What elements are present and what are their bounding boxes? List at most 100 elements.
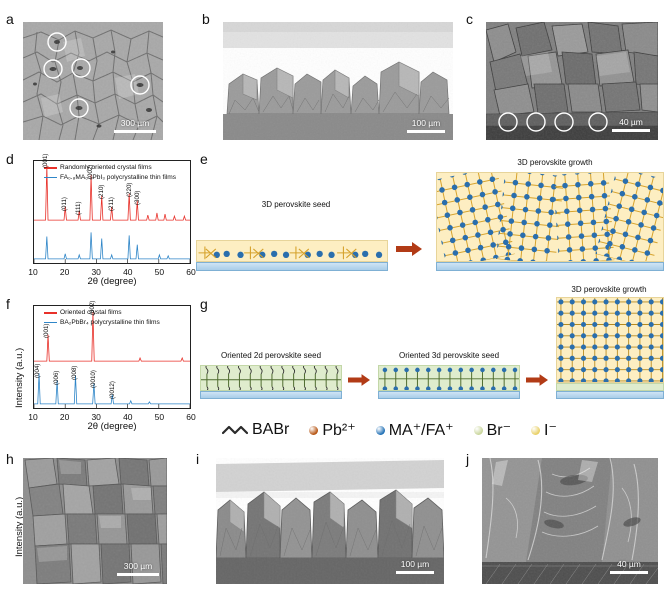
schematic-e-growth-substrate xyxy=(436,262,664,271)
peak-label: (006) xyxy=(52,370,60,385)
x-axis-tick: 10 xyxy=(28,267,38,277)
sem-image-a: 300 µm xyxy=(23,22,163,140)
peak-label: (220) xyxy=(125,182,133,198)
species-legend-item: I⁻ xyxy=(531,420,557,440)
peak-label: (002) xyxy=(87,164,95,179)
schematic-g-stage1-film xyxy=(200,365,342,391)
scalebar-h-line xyxy=(117,573,159,576)
species-legend: BABr Pb²⁺ MA⁺/FA⁺ Br⁻ I⁻ xyxy=(222,420,577,440)
legend-label: BA₂PbBr₄ polycrystalline thin films xyxy=(60,318,160,326)
schematic-e-arrow xyxy=(396,242,422,261)
schematic-g-stage1-title: Oriented 2d perovskite seed xyxy=(220,351,322,360)
scalebar-h: 300 µm xyxy=(117,560,159,576)
schematic-g-stage3-title: 3D perovskite growth xyxy=(571,285,647,294)
x-axis-tick: 10 xyxy=(28,412,38,422)
scalebar-b-line xyxy=(407,130,445,133)
panel-label-b: b xyxy=(202,11,210,27)
peak-label: (210) xyxy=(97,184,105,200)
chart-f-xlabel: 2θ (degree) xyxy=(87,421,137,432)
species-legend-label: BABr xyxy=(252,421,290,438)
xrd-chart-d: Intensity (a.u.) Randomly oriented cryst… xyxy=(0,150,200,408)
sem-image-c: 40 µm xyxy=(486,22,658,140)
scalebar-i-text: 100 µm xyxy=(400,558,430,569)
legend-entry: Randomly oriented crystal films xyxy=(44,163,176,173)
species-legend-label: Pb²⁺ xyxy=(322,422,356,439)
scalebar-b-text: 100 µm xyxy=(411,117,441,128)
sphere-icon xyxy=(375,425,385,435)
schematic-g-stage3-film xyxy=(556,297,664,383)
species-legend-item: Pb²⁺ xyxy=(309,420,356,440)
panel-label-a: a xyxy=(6,11,14,27)
peak-label: (001) xyxy=(43,323,51,339)
schematic-e-seed-title: 3D perovskite seed xyxy=(261,200,331,209)
schematic-g-stage2-title: Oriented 3d perovskite seed xyxy=(398,351,500,360)
species-legend-item: MA⁺/FA⁺ xyxy=(375,420,454,440)
schematic-g-stage1-substrate xyxy=(200,391,342,399)
schematic-e-growth-film xyxy=(436,172,664,262)
sem-image-b: 100 µm xyxy=(223,22,453,140)
scalebar-c-text: 40 µm xyxy=(619,116,643,127)
peak-label: (011) xyxy=(60,196,68,211)
panel-label-e: e xyxy=(200,151,208,167)
legend-color-swatch xyxy=(44,321,57,324)
species-legend-label: Br⁻ xyxy=(486,422,512,439)
schematic-g-stage3-substrate xyxy=(556,391,664,399)
sem-image-i: 100 µm xyxy=(216,458,444,584)
scalebar-a: 300 µm xyxy=(114,117,156,133)
schematic-e-growth-title: 3D perovskite growth xyxy=(517,158,593,167)
chart-d-xlabel: 2θ (degree) xyxy=(87,276,137,287)
panel-label-f: f xyxy=(6,296,10,312)
sem-image-j: 40 µm xyxy=(482,458,658,584)
x-axis-tick: 60 xyxy=(186,412,196,422)
scalebar-i: 100 µm xyxy=(396,558,434,574)
panel-label-g: g xyxy=(200,296,208,312)
chart-f-legend: Oriented crystal films BA₂PbBr₄ polycryst… xyxy=(44,308,160,327)
chart-f-plot-area xyxy=(33,305,191,409)
scalebar-i-line xyxy=(396,571,434,574)
scalebar-a-line xyxy=(114,130,156,133)
x-axis-tick: 60 xyxy=(186,267,196,277)
xrd-chart-f: Intensity (a.u.) Oriented crystal films B… xyxy=(0,295,200,557)
x-axis-tick: 40 xyxy=(123,412,133,422)
schematic-g-stage2-film xyxy=(378,365,520,391)
scalebar-j-text: 40 µm xyxy=(617,558,641,569)
legend-entry: BA₂PbBr₄ polycrystalline thin films xyxy=(44,318,160,328)
sphere-icon xyxy=(309,425,319,435)
species-legend-item: BABr xyxy=(222,421,289,439)
panel-label-h: h xyxy=(6,451,14,467)
schematic-g-stage2-substrate xyxy=(378,391,520,399)
peak-label: (001) xyxy=(42,153,50,169)
schematic-g: Oriented 2d perovskite seed Oriented 3d … xyxy=(196,285,664,415)
legend-color-swatch xyxy=(44,311,57,314)
legend-entry: FA₀.₈MA₀.₂PbI₃ polycrystalline thin film… xyxy=(44,173,176,183)
peak-label: (211) xyxy=(107,196,115,211)
chart-d-plot-area xyxy=(33,160,191,264)
panel-label-c: c xyxy=(466,11,473,27)
x-axis-tick: 30 xyxy=(91,267,101,277)
panel-label-j: j xyxy=(466,451,470,467)
x-axis-tick: 20 xyxy=(59,412,70,422)
species-legend-item: Br⁻ xyxy=(473,420,512,440)
scalebar-c: 40 µm xyxy=(612,116,650,132)
legend-entry: Oriented crystal films xyxy=(44,308,160,318)
sem-image-h: 300 µm xyxy=(23,458,167,584)
x-axis-tick: 20 xyxy=(59,267,70,277)
schematic-e-seed-film xyxy=(196,240,388,262)
peak-label: (002) xyxy=(88,300,96,316)
scalebar-a-text: 300 µm xyxy=(120,117,150,128)
x-axis-tick: 50 xyxy=(154,267,165,277)
sphere-icon xyxy=(473,425,483,435)
panel-label-i: i xyxy=(196,451,200,467)
scalebar-c-line xyxy=(612,129,650,132)
sphere-icon xyxy=(531,425,541,435)
schematic-e-seed-substrate xyxy=(196,262,388,271)
peak-label: (111) xyxy=(75,201,83,215)
chart-d-legend: Randomly oriented crystal films FA₀.₈MA₀.… xyxy=(44,163,176,182)
legend-label: Randomly oriented crystal films xyxy=(60,164,152,171)
scalebar-h-text: 300 µm xyxy=(123,560,153,571)
peak-label: (0010) xyxy=(89,370,97,389)
legend-color-swatch xyxy=(44,176,57,179)
schematic-g-arrow-1 xyxy=(348,373,370,391)
legend-color-swatch xyxy=(44,166,57,169)
